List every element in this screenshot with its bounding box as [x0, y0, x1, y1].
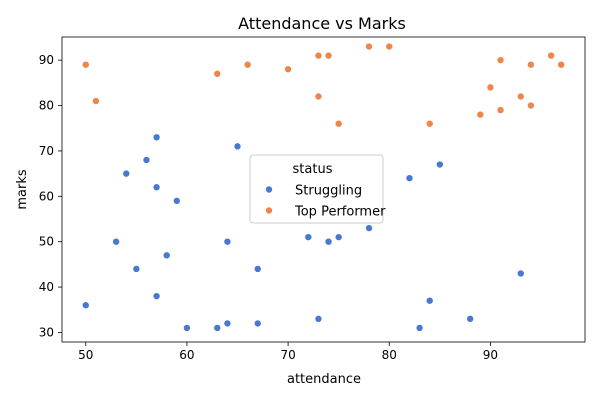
data-point [425, 296, 434, 305]
legend-marker-top-performer [265, 206, 273, 215]
x-axis: 50 60 70 80 90 [78, 342, 498, 362]
data-point [81, 301, 90, 310]
legend-title: status [293, 162, 333, 177]
data-point [466, 315, 474, 323]
data-point [324, 51, 333, 60]
data-point [516, 92, 525, 101]
data-point [253, 319, 262, 328]
x-axis-label: attendance [287, 372, 361, 387]
y-tick-label: 30 [39, 325, 54, 339]
y-tick-label: 60 [39, 189, 54, 203]
data-point [284, 65, 292, 74]
data-point [527, 101, 535, 110]
x-tick-label: 70 [280, 348, 295, 362]
data-point [122, 169, 131, 178]
data-point [243, 60, 252, 69]
data-point [547, 51, 555, 60]
data-point [152, 292, 161, 300]
data-point [304, 233, 313, 241]
series-top-performer [81, 42, 566, 128]
data-point [233, 142, 242, 151]
data-point [385, 42, 394, 51]
data-point [314, 51, 323, 60]
data-point [213, 69, 222, 78]
plot-area [61, 36, 586, 343]
data-point [415, 324, 424, 332]
x-tick-label: 50 [78, 348, 93, 362]
data-point [132, 265, 141, 273]
data-point [92, 97, 100, 105]
data-point [183, 324, 191, 332]
data-point [527, 60, 535, 69]
y-axis-label: marks [15, 169, 30, 210]
data-point [476, 110, 485, 119]
data-point [486, 83, 495, 92]
data-point [142, 156, 151, 164]
x-tick-label: 90 [483, 348, 498, 362]
data-point [152, 133, 161, 142]
data-point [81, 60, 90, 69]
legend-box [249, 154, 384, 224]
data-point [516, 269, 525, 278]
legend-marker-struggling [265, 185, 273, 194]
data-point [436, 160, 444, 169]
y-axis-label-group: marks [15, 169, 30, 210]
data-point [314, 315, 323, 323]
y-tick-label: 80 [39, 99, 54, 113]
data-point [112, 237, 120, 246]
data-point [334, 233, 343, 241]
data-point [334, 119, 343, 128]
series-struggling [81, 133, 525, 332]
data-point [365, 224, 373, 232]
y-tick-label: 40 [39, 280, 54, 294]
data-point [253, 265, 262, 273]
data-point [173, 197, 181, 205]
x-tick-label: 60 [179, 348, 194, 362]
y-tick-label: 70 [39, 144, 54, 158]
data-point [496, 56, 505, 64]
data-point [425, 119, 434, 128]
y-tick-label: 90 [39, 53, 54, 67]
data-point [365, 42, 373, 51]
data-point [496, 106, 505, 114]
chart-title: Attendance vs Marks [238, 14, 406, 33]
data-point [223, 319, 232, 328]
data-point [314, 92, 323, 101]
data-point [223, 237, 232, 246]
legend-label-struggling: Struggling [295, 184, 362, 199]
y-axis: 30 40 50 60 70 80 90 [39, 53, 62, 339]
data-point [162, 251, 171, 260]
x-tick-label: 80 [382, 348, 397, 362]
data-point [213, 324, 222, 332]
y-tick-label: 50 [39, 235, 54, 249]
data-point [152, 183, 161, 192]
plot-frame [61, 36, 586, 343]
legend-label-top-performer: Top Performer [294, 205, 386, 220]
legend: status Struggling Top Performer [249, 154, 386, 224]
data-point [405, 174, 414, 182]
data-point [324, 237, 333, 246]
data-point [557, 60, 566, 69]
